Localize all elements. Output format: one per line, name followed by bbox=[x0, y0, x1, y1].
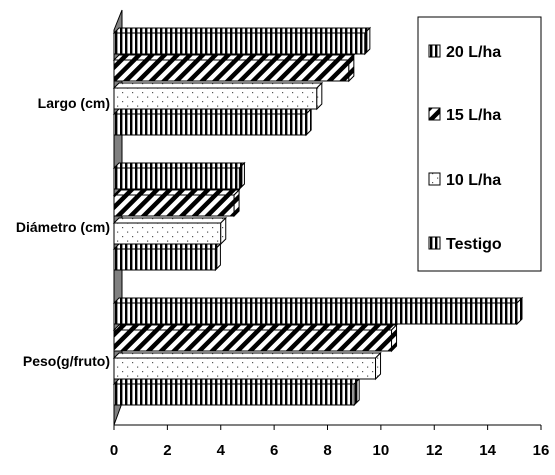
x-tick-label-4: 4 bbox=[217, 442, 226, 459]
bar-front-face bbox=[113, 32, 366, 55]
bars-layer bbox=[112, 26, 524, 407]
legend-label-15lha: 15 L/ha bbox=[446, 107, 501, 124]
bar-testigo-peso bbox=[112, 377, 361, 407]
x-tick-label-12: 12 bbox=[426, 442, 443, 459]
bar-front-face bbox=[113, 222, 222, 245]
x-tick-label-2: 2 bbox=[163, 442, 171, 459]
bar-20lha-peso bbox=[112, 296, 524, 326]
bar-end-face bbox=[316, 81, 323, 111]
legend-label-20lha: 20 L/ha bbox=[446, 44, 501, 61]
bar-20lha-largo bbox=[112, 26, 372, 56]
bar-front-face bbox=[113, 329, 393, 352]
bar-end-face bbox=[238, 161, 245, 191]
bar-top-face bbox=[112, 82, 324, 89]
bar-top-face bbox=[112, 27, 372, 34]
bar-end-face bbox=[364, 26, 371, 56]
legend-label-testigo: Testigo bbox=[446, 236, 502, 253]
bar-front-face bbox=[113, 383, 355, 406]
bar-15lha-diametro bbox=[112, 188, 241, 218]
bar-testigo-diametro bbox=[112, 242, 222, 272]
legend-swatch-testigo bbox=[428, 236, 441, 250]
bar-front-face bbox=[113, 59, 350, 82]
bar-front-face bbox=[113, 87, 318, 110]
bar-end-face bbox=[214, 242, 221, 272]
bar-15lha-largo bbox=[112, 53, 356, 83]
bar-end-face bbox=[305, 107, 312, 137]
bar-top-face bbox=[112, 378, 361, 385]
bar-front-face bbox=[113, 302, 518, 325]
bar-20lha-diametro bbox=[112, 161, 246, 191]
x-tick-label-0: 0 bbox=[110, 442, 118, 459]
bar-front-face bbox=[113, 113, 307, 136]
bar-top-face bbox=[112, 352, 382, 359]
bar-top-face bbox=[112, 108, 313, 115]
bar-10lha-peso bbox=[112, 351, 382, 381]
bar-10lha-diametro bbox=[112, 216, 227, 246]
bar-end-face bbox=[375, 351, 382, 381]
x-tick-label-8: 8 bbox=[323, 442, 331, 459]
x-tick-label-16: 16 bbox=[533, 442, 550, 459]
x-tick-label-10: 10 bbox=[373, 442, 390, 459]
legend-swatch-10lha bbox=[428, 172, 441, 186]
x-tick-label-14: 14 bbox=[479, 442, 496, 459]
legend-box bbox=[417, 16, 542, 272]
bar-end-face bbox=[391, 323, 398, 353]
bar-top-face bbox=[112, 54, 356, 61]
x-tick-label-6: 6 bbox=[270, 442, 278, 459]
bar-top-face bbox=[112, 297, 524, 304]
bar-testigo-largo bbox=[112, 107, 313, 137]
bar-front-face bbox=[113, 357, 377, 380]
bar-front-face bbox=[113, 194, 235, 217]
category-label-largo: Largo (cm) bbox=[38, 95, 110, 111]
bar-front-face bbox=[113, 248, 216, 271]
category-label-peso: Peso(g/fruto) bbox=[23, 353, 110, 369]
bar-top-face bbox=[112, 217, 227, 224]
bar-10lha-largo bbox=[112, 81, 324, 111]
legend-swatch-20lha bbox=[428, 44, 441, 58]
bar-15lha-peso bbox=[112, 323, 398, 353]
bar-end-face bbox=[353, 377, 360, 407]
legend-swatch-15lha bbox=[428, 107, 441, 121]
bar-end-face bbox=[220, 216, 227, 246]
category-label-diametro: Diámetro (cm) bbox=[16, 219, 110, 235]
bar-top-face bbox=[112, 162, 246, 169]
bar-end-face bbox=[348, 53, 355, 83]
bar-end-face bbox=[233, 188, 240, 218]
legend-label-10lha: 10 L/ha bbox=[446, 172, 501, 189]
bar-top-face bbox=[112, 243, 222, 250]
legend: 20 L/ha 15 L/ha 10 L/ha Testigo bbox=[417, 16, 542, 272]
bar-top-face bbox=[112, 324, 398, 331]
bar-end-face bbox=[516, 296, 523, 326]
bar-front-face bbox=[113, 167, 240, 190]
bar-top-face bbox=[112, 189, 241, 196]
x-axis-ticks: 0 2 4 6 8 10 12 14 16 bbox=[110, 425, 550, 459]
